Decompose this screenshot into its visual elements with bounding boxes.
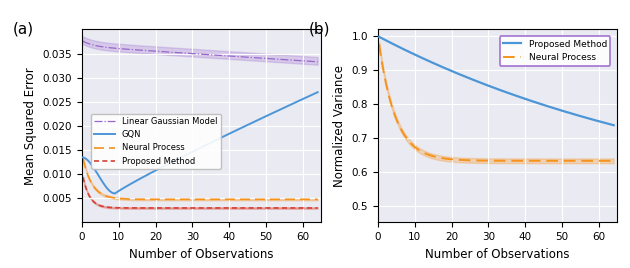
Legend: Linear Gaussian Model, GQN, Neural Process, Proposed Method: Linear Gaussian Model, GQN, Neural Proce… — [91, 114, 220, 169]
Text: (b): (b) — [309, 21, 330, 36]
Text: (a): (a) — [13, 21, 34, 36]
Y-axis label: Normalized Variance: Normalized Variance — [333, 65, 347, 187]
Legend: Proposed Method, Neural Process: Proposed Method, Neural Process — [500, 36, 610, 66]
X-axis label: Number of Observations: Number of Observations — [129, 248, 274, 261]
X-axis label: Number of Observations: Number of Observations — [425, 248, 570, 261]
Y-axis label: Mean Squared Error: Mean Squared Error — [24, 67, 37, 185]
